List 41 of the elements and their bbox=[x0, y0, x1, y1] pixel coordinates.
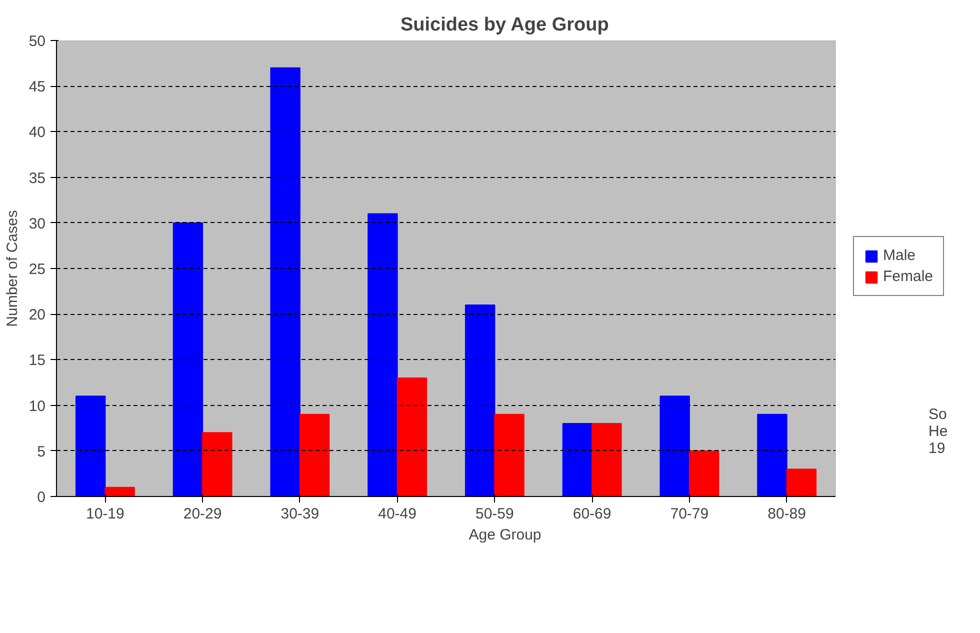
x-tick-label: 10-19 bbox=[86, 506, 124, 522]
bar bbox=[75, 396, 106, 496]
y-tick-label: 10 bbox=[28, 398, 46, 415]
text: So He 19 bbox=[928, 406, 948, 458]
x-axis-title: Age Group bbox=[468, 526, 542, 544]
bar bbox=[270, 67, 300, 496]
x-tick-label: 50-59 bbox=[476, 506, 514, 522]
bar bbox=[494, 414, 524, 496]
bar bbox=[202, 432, 232, 496]
y-tick-label: 0 bbox=[37, 489, 46, 506]
bar bbox=[786, 468, 817, 496]
y-tick-label: 45 bbox=[28, 78, 46, 96]
x-tick-label: 20-29 bbox=[183, 506, 222, 522]
bar bbox=[172, 222, 204, 496]
y-tick-label: 15 bbox=[28, 352, 46, 370]
y-tick-label: 20 bbox=[28, 306, 46, 324]
y-tick-label: 50 bbox=[28, 33, 46, 50]
y-tick-label: 25 bbox=[28, 261, 46, 278]
legend-label: Female bbox=[883, 268, 934, 285]
x-tick-label: 40-49 bbox=[378, 506, 417, 522]
y-tick-label: 40 bbox=[28, 124, 46, 142]
y-tick-label: 30 bbox=[28, 215, 46, 232]
bar bbox=[757, 414, 788, 496]
y-tick-label: 35 bbox=[28, 170, 46, 187]
y-axis-title: Number of Cases bbox=[4, 210, 21, 327]
bar bbox=[368, 213, 398, 496]
bar bbox=[396, 377, 428, 496]
bar bbox=[299, 414, 330, 496]
bar bbox=[464, 304, 496, 496]
chart-title: Suicides by Age Group bbox=[400, 14, 609, 36]
y-tick-label: 5 bbox=[37, 443, 46, 460]
bar bbox=[660, 396, 690, 496]
legend-label: Male bbox=[883, 247, 916, 264]
bar bbox=[592, 423, 622, 496]
bar bbox=[562, 423, 593, 496]
x-tick-label: 60-69 bbox=[572, 506, 612, 522]
x-tick-label: 70-79 bbox=[670, 506, 709, 522]
x-tick-label: 30-39 bbox=[280, 506, 320, 522]
x-tick-label: 80-89 bbox=[768, 506, 806, 522]
bar bbox=[688, 450, 720, 496]
bar bbox=[104, 486, 135, 496]
